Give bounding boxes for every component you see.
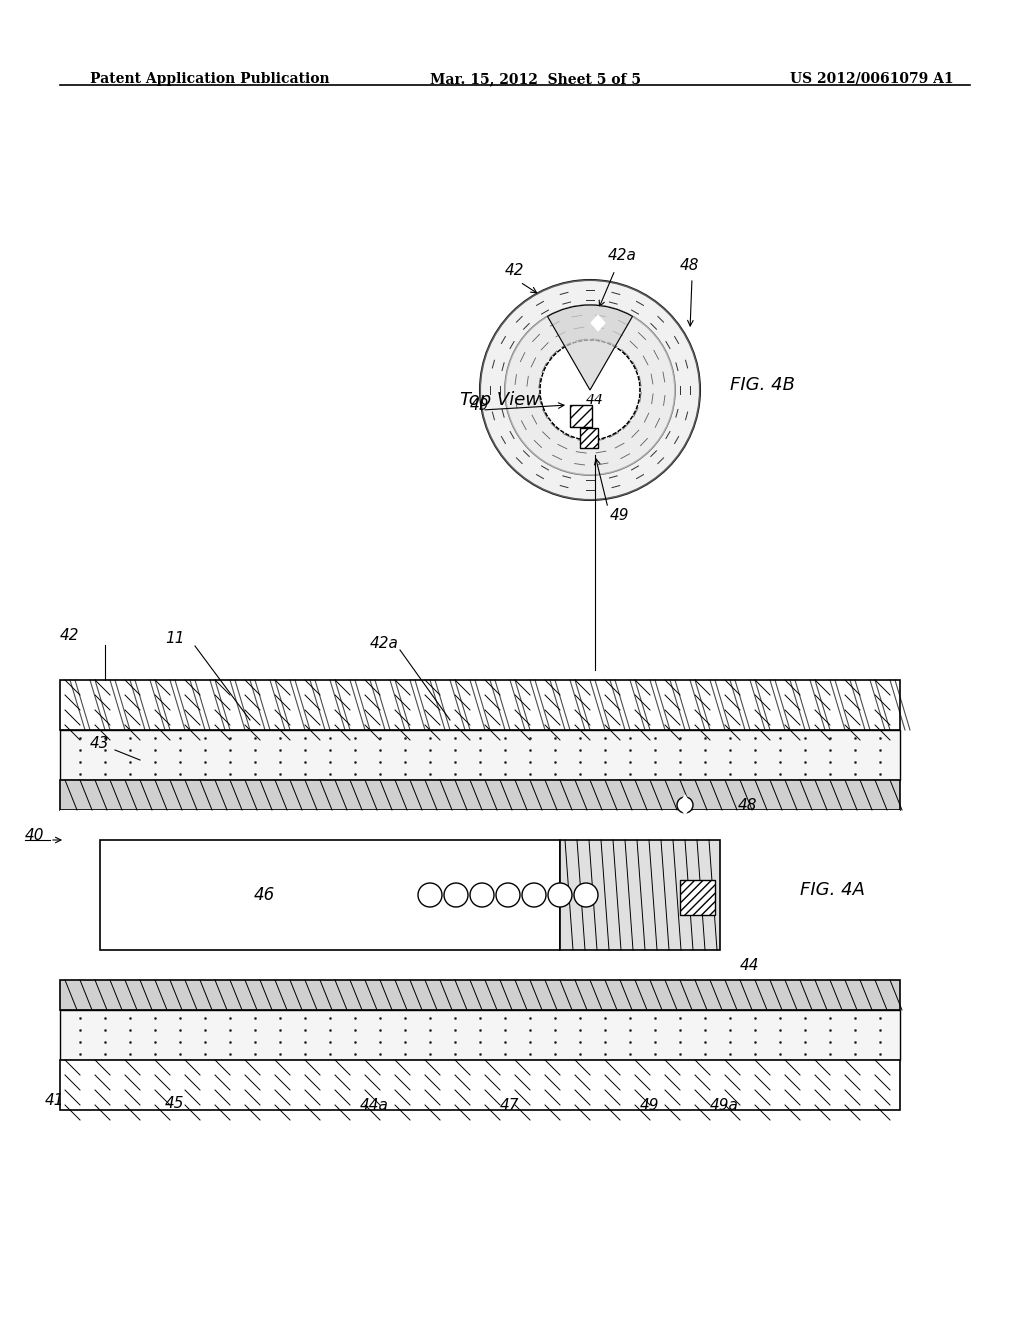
Bar [60,780,900,810]
Bar [60,730,900,780]
Circle shape [505,305,675,475]
Bar [570,405,592,426]
Bar [680,880,715,915]
Circle shape [574,883,598,907]
Bar [60,680,900,730]
Text: 42: 42 [60,628,80,643]
Circle shape [480,280,700,500]
Text: 46: 46 [253,886,274,904]
Bar [580,428,598,447]
Circle shape [470,883,494,907]
Circle shape [548,883,572,907]
Circle shape [418,883,442,907]
Text: 45: 45 [165,1096,184,1111]
Circle shape [496,883,520,907]
Text: 41: 41 [45,1093,65,1107]
Text: 11: 11 [165,631,184,645]
Circle shape [444,883,468,907]
Text: 49: 49 [640,1098,659,1113]
Text: US 2012/0061079 A1: US 2012/0061079 A1 [790,73,953,86]
Text: Top View: Top View [460,391,540,409]
Text: 48: 48 [680,257,699,273]
Bar [60,1010,900,1060]
Bar [60,979,900,1010]
Text: 49: 49 [610,508,630,523]
Text: 42a: 42a [370,636,399,651]
Text: 40: 40 [25,828,44,843]
Text: Mar. 15, 2012  Sheet 5 of 5: Mar. 15, 2012 Sheet 5 of 5 [430,73,641,86]
Bar [560,840,720,950]
Text: 42: 42 [505,263,524,279]
Circle shape [522,883,546,907]
Circle shape [677,797,693,813]
Text: 44: 44 [740,958,760,973]
Text: 47: 47 [500,1098,519,1113]
Text: 44: 44 [586,393,604,407]
Text: 43: 43 [90,737,110,751]
Text: 44a: 44a [360,1098,389,1113]
Text: FIG. 4A: FIG. 4A [800,880,865,899]
Text: 49: 49 [470,399,489,413]
Text: Patent Application Publication: Patent Application Publication [90,73,330,86]
Bar [680,880,715,915]
Wedge shape [548,305,633,389]
Bar [100,840,560,950]
Text: 48: 48 [738,799,758,813]
Bar [60,810,900,979]
Polygon shape [591,315,605,331]
Text: FIG. 4B: FIG. 4B [730,376,795,393]
Text: 42a: 42a [608,248,637,263]
Bar [570,405,592,426]
Text: 49a: 49a [710,1098,739,1113]
Polygon shape [679,795,691,814]
Bar [580,428,598,447]
Circle shape [542,342,638,438]
Bar [60,1060,900,1110]
